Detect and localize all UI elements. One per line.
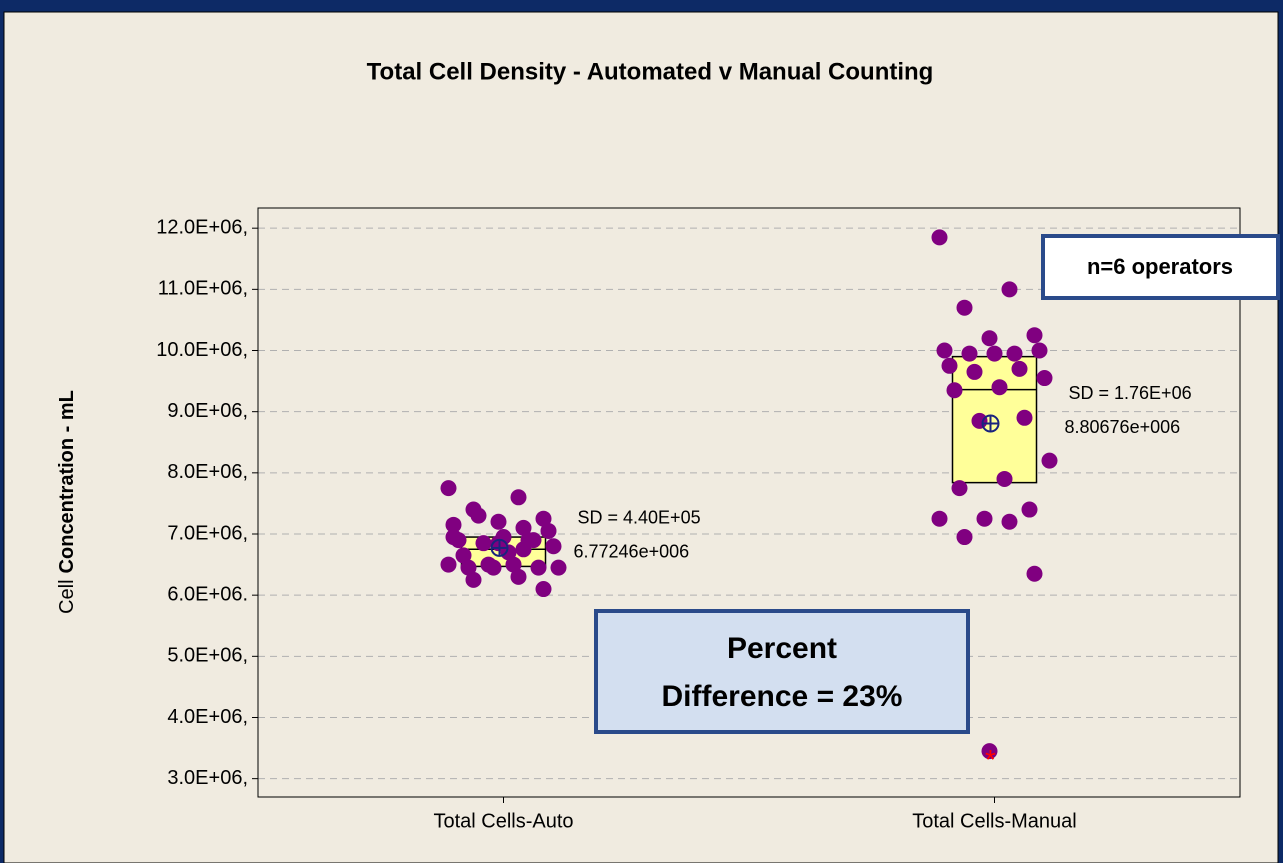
- data-point: [490, 513, 507, 530]
- data-point: [986, 345, 1003, 362]
- data-point: [951, 480, 968, 497]
- y-tick-label: 8.0E+06,: [167, 461, 248, 483]
- data-point: [956, 529, 973, 546]
- data-point: [966, 363, 983, 380]
- data-point: [996, 470, 1013, 487]
- data-point: [1026, 327, 1043, 344]
- data-point: [465, 571, 482, 588]
- data-point: [440, 480, 457, 497]
- data-point: [445, 516, 462, 533]
- operators-note: n=6 operators: [1087, 254, 1233, 279]
- data-point: [460, 559, 477, 576]
- data-point: [1016, 409, 1033, 426]
- data-point: [535, 581, 552, 598]
- x-tick-label: Total Cells-Auto: [433, 810, 573, 832]
- data-point: [1001, 513, 1018, 530]
- outlier: *: [985, 744, 996, 775]
- y-axis-label: Cell Concentration - mL: [56, 390, 78, 614]
- data-point: [961, 345, 978, 362]
- y-tick-label: 9.0E+06,: [167, 400, 248, 422]
- data-point: [535, 510, 552, 527]
- data-point: [515, 541, 532, 558]
- data-point: [455, 547, 472, 564]
- data-point: [931, 510, 948, 527]
- data-point: [931, 229, 948, 246]
- operators-box: [1041, 234, 1280, 300]
- percent-note: Difference = 23%: [662, 680, 903, 713]
- plot-area: 12.0E+06, 11.0E+06, 10.0E+06, 9.0E+06, 8.0E+…: [156, 207, 1241, 832]
- data-point: [981, 330, 998, 347]
- percent-note: Percent: [727, 632, 837, 665]
- data-point: [1006, 345, 1023, 362]
- x-tick-label: Total Cells-Manual: [912, 810, 1077, 832]
- data-point: [475, 535, 492, 552]
- data-point: [510, 489, 527, 506]
- data-point: [1011, 360, 1028, 377]
- plot-frame: [257, 207, 1241, 798]
- y-tick-label: 6.0E+06.: [167, 583, 248, 605]
- y-tick-label: 12.0E+06,: [156, 216, 248, 238]
- data-point: [991, 379, 1008, 396]
- data-point: [540, 522, 557, 539]
- data-point: [941, 357, 958, 374]
- y-tick-label: 3.0E+06,: [167, 767, 248, 789]
- y-tick-label: 7.0E+06,: [167, 522, 248, 544]
- data-point: [1021, 501, 1038, 518]
- data-point: [545, 538, 562, 555]
- data-point: [1001, 281, 1018, 298]
- chart-background: [3, 11, 1279, 863]
- y-tick-label: 4.0E+06,: [167, 706, 248, 728]
- data-point: [936, 342, 953, 359]
- percent-box: [594, 609, 970, 734]
- mean-label: 6.77246e+006: [574, 542, 690, 562]
- data-point: [445, 529, 462, 546]
- data-point: [510, 568, 527, 585]
- y-tick-label: 11.0E+06,: [158, 278, 248, 300]
- data-point: [440, 556, 457, 573]
- data-point: [470, 507, 487, 524]
- y-tick-label: 5.0E+06,: [167, 645, 248, 667]
- data-point: [981, 743, 998, 760]
- data-point: [550, 559, 567, 576]
- sd-label: SD = 1.76E+06: [1069, 383, 1192, 403]
- data-point: [971, 412, 988, 429]
- sd-label: SD = 4.40E+05: [578, 508, 701, 528]
- data-point: [530, 559, 547, 576]
- y-tick-label: 10.0E+06,: [156, 339, 248, 361]
- data-point: [485, 559, 502, 576]
- mean-label: 8.80676e+006: [1065, 417, 1181, 437]
- chart-title: Total Cell Density - Automated v Manual …: [367, 58, 934, 85]
- data-point: [1026, 565, 1043, 582]
- data-point: [505, 556, 522, 573]
- data-point: [1031, 342, 1048, 359]
- data-point: [956, 299, 973, 316]
- y-axis-label-light: Cell: [56, 579, 78, 613]
- data-point: [1041, 452, 1058, 469]
- y-axis-label-bold: Concentration - mL: [56, 390, 78, 573]
- data-point: [976, 510, 993, 527]
- data-point: [946, 382, 963, 399]
- data-point: [515, 519, 532, 536]
- data-point: [1036, 370, 1053, 387]
